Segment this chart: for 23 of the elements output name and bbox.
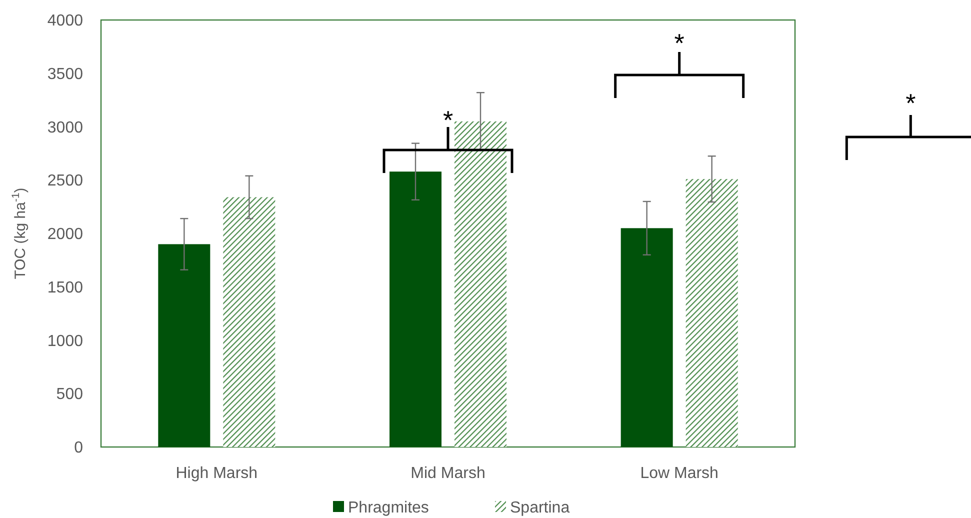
text: * (906, 88, 916, 118)
y-tick-label: 2000 (47, 226, 84, 244)
x-tick-label: High Marsh (176, 465, 258, 482)
y-tick-label: 500 (56, 386, 84, 404)
y-tick-label: 4000 (47, 12, 84, 30)
bar (390, 172, 442, 447)
legend-label: Spartina (510, 500, 570, 517)
y-tick-label: 3500 (47, 66, 84, 83)
bar (620, 228, 673, 447)
x-tick-label: Mid Marsh (410, 465, 486, 482)
bar (454, 121, 506, 447)
bar (223, 197, 276, 447)
x-tick-label: Low Marsh (640, 465, 718, 482)
legend-label: Phragmites (348, 500, 429, 517)
y-tick-label: 0 (74, 440, 84, 457)
y-tick-label: 1500 (47, 279, 84, 296)
annotation: * (442, 105, 454, 135)
y-tick-label: 3000 (47, 119, 84, 136)
y-tick-label: 1000 (47, 332, 84, 350)
y-tick-label: 2500 (47, 172, 84, 190)
bar (686, 179, 738, 447)
annotation: * (674, 28, 684, 58)
bar (158, 244, 210, 447)
